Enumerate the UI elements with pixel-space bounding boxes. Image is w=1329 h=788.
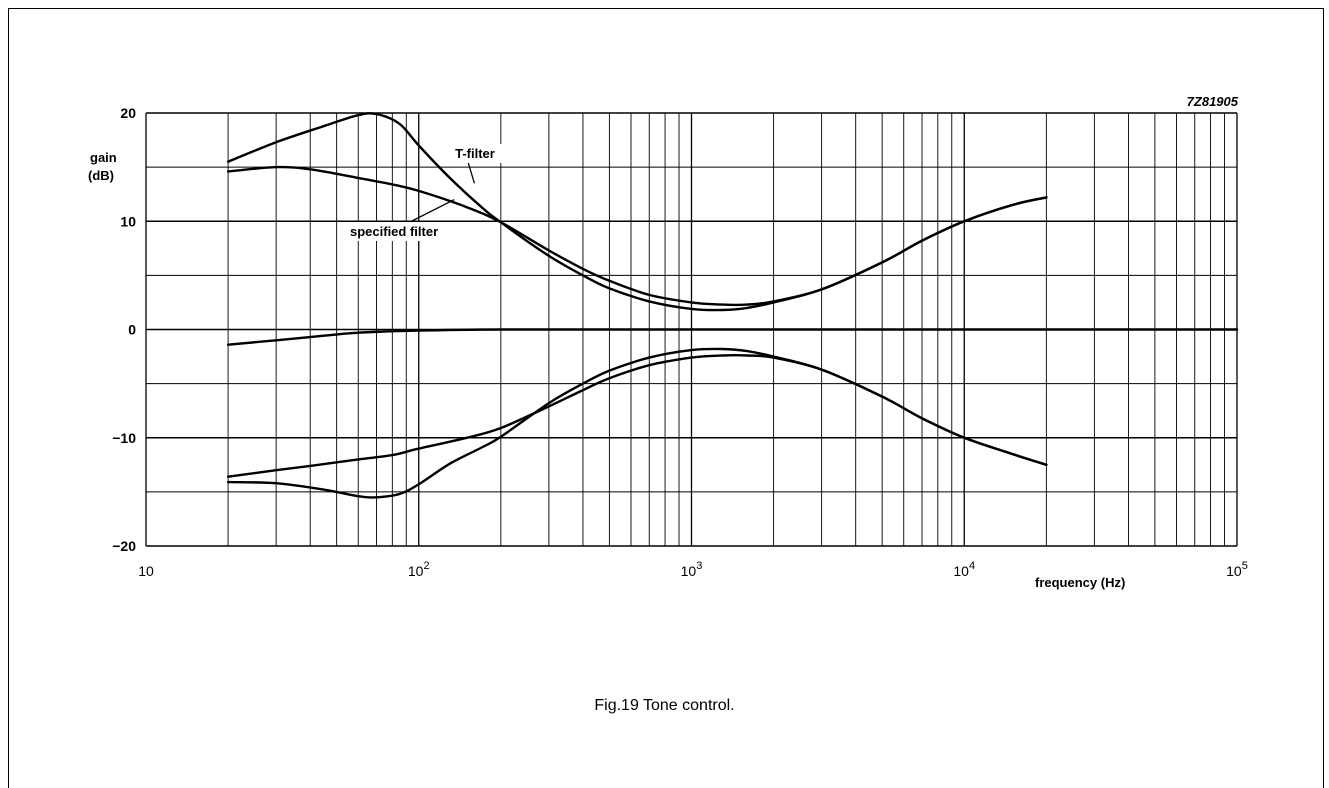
y-tick-label: 0 xyxy=(128,322,136,338)
x-tick-label: 103 xyxy=(681,560,703,579)
x-tick-label: 104 xyxy=(953,560,975,579)
series-line-t-filter-cut xyxy=(226,347,1048,499)
series-layer xyxy=(226,112,1239,499)
figure-caption: Fig.19 Tone control. xyxy=(594,697,735,714)
major-gridlines xyxy=(145,112,1238,547)
x-axis-label: frequency (Hz) xyxy=(1035,575,1125,590)
y-axis-label: gain xyxy=(90,150,117,165)
annotation-label: T-filter xyxy=(455,146,495,161)
x-tick-label: 102 xyxy=(408,560,430,579)
annotation-backing xyxy=(346,222,476,241)
y-tick-label: −20 xyxy=(112,538,136,554)
figure-frame xyxy=(8,8,1324,788)
figure-code: 7Z81905 xyxy=(1187,94,1239,109)
series-line-specified-filter-cut xyxy=(226,354,1048,478)
y-tick-label: −10 xyxy=(112,430,136,446)
annotations: T-filter specified filter xyxy=(346,144,510,241)
x-tick-label: 10 xyxy=(138,563,154,579)
y-axis-unit: (dB) xyxy=(88,168,114,183)
annotation-label: specified filter xyxy=(350,224,438,239)
series-line-flat xyxy=(226,328,1239,346)
x-tick-label: 105 xyxy=(1226,560,1248,579)
y-tick-label: 20 xyxy=(120,105,136,121)
series-line-specified-filter xyxy=(226,165,1048,307)
series-line-t-filter xyxy=(226,112,1048,312)
annotation-backing xyxy=(440,144,510,163)
annotation-leader-line xyxy=(405,199,455,225)
y-tick-label: 10 xyxy=(120,213,136,229)
annotation-leader-line xyxy=(467,161,476,184)
chart-labels: 7Z81905 gain (dB) frequency (Hz) xyxy=(88,94,1239,590)
